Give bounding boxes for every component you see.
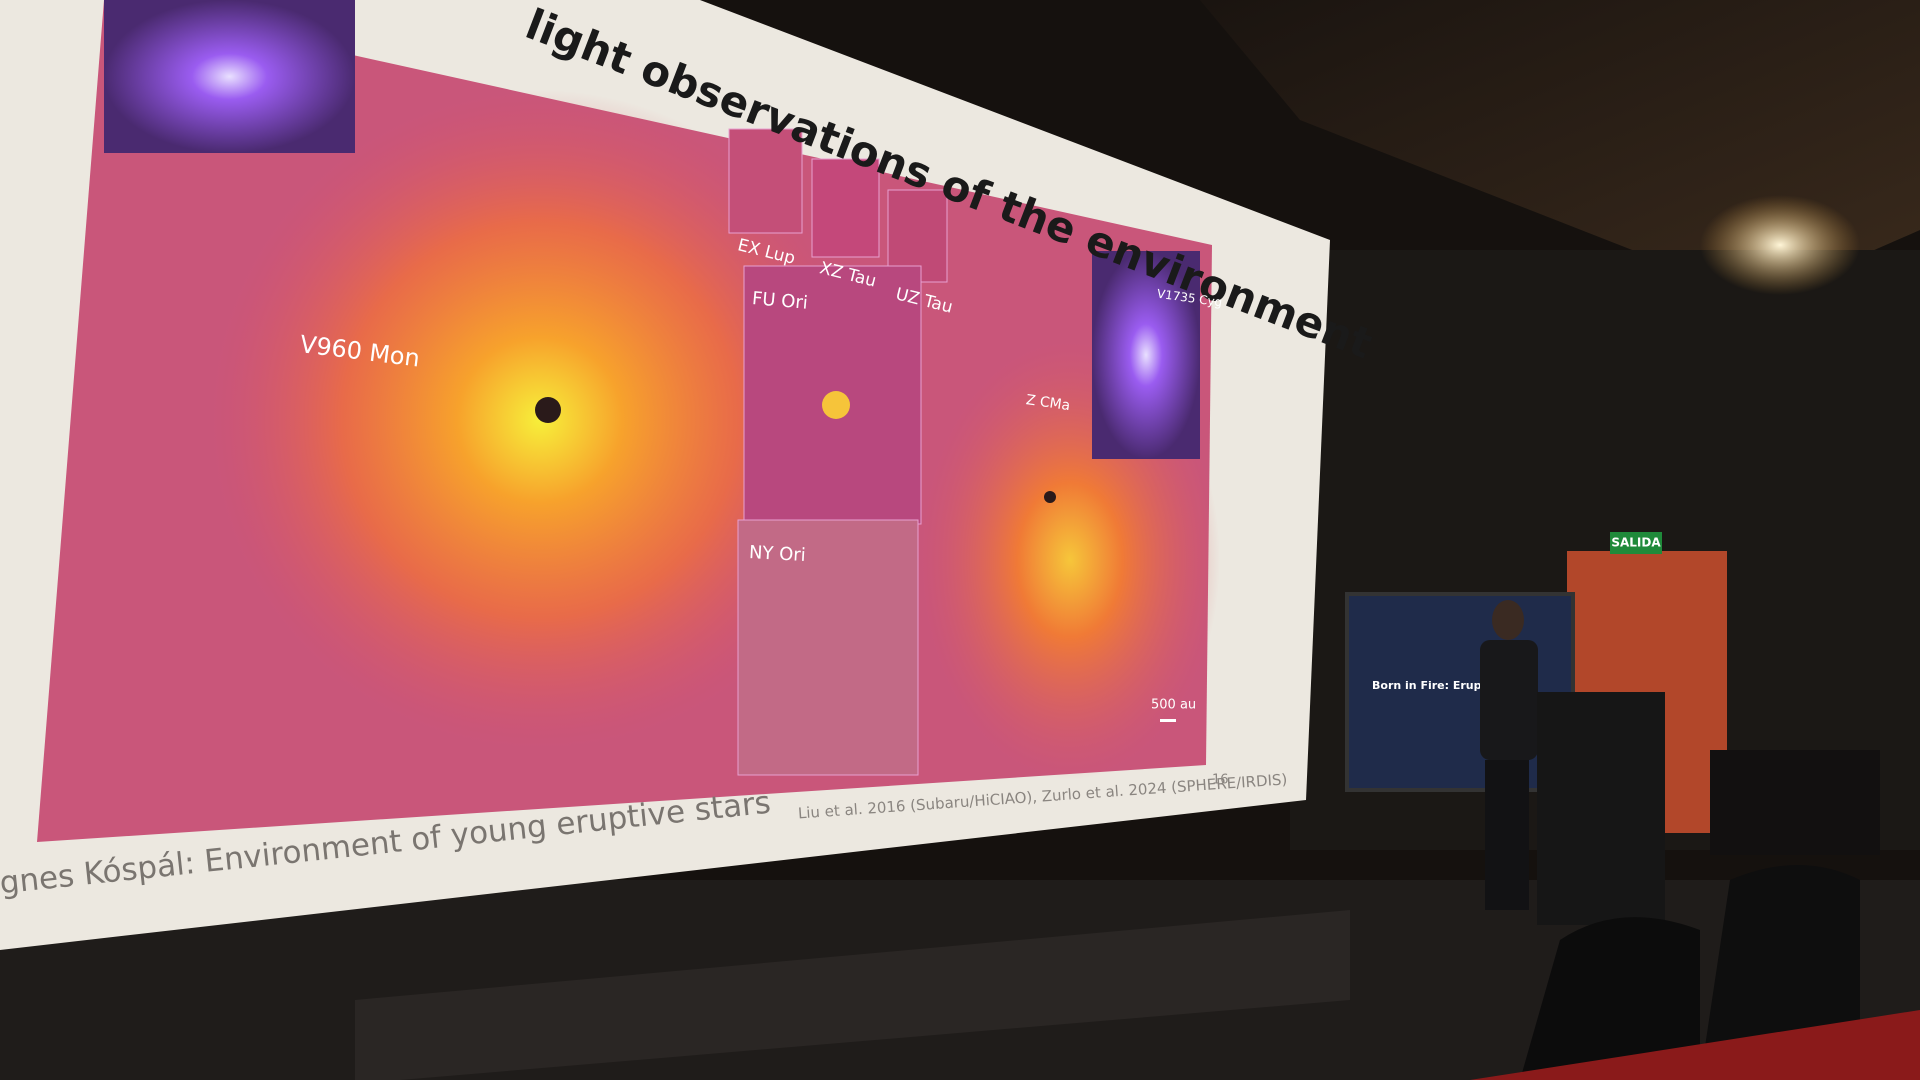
ceiling-lamp bbox=[1700, 195, 1860, 295]
chair bbox=[1520, 917, 1700, 1080]
exit-sign-text: SALIDA bbox=[1611, 536, 1661, 550]
carpet bbox=[1470, 1010, 1920, 1080]
coronagraph-mask bbox=[1044, 491, 1056, 503]
presenter-legs bbox=[1485, 760, 1529, 910]
presenter-body bbox=[1480, 640, 1538, 760]
podium bbox=[1537, 692, 1665, 925]
presenter-head bbox=[1492, 600, 1524, 640]
inset-image bbox=[104, 0, 355, 153]
monitor-title: Born in Fire: Eruptiv bbox=[1372, 679, 1499, 692]
panel-label: FU Ori bbox=[751, 288, 808, 314]
table bbox=[1710, 750, 1880, 855]
inset-image bbox=[1092, 251, 1200, 459]
coronagraph-mask bbox=[535, 397, 561, 423]
target-label: Z CMa bbox=[1025, 392, 1071, 414]
exit-sign bbox=[1610, 532, 1662, 554]
star bbox=[822, 391, 850, 419]
stage-step bbox=[355, 910, 1350, 1080]
scale-bar bbox=[1160, 719, 1176, 722]
panel-image bbox=[811, 158, 880, 258]
panel-image bbox=[737, 519, 919, 776]
panel-image bbox=[728, 128, 803, 234]
page-number: 16 bbox=[1212, 773, 1229, 788]
scale-bar-label: 500 au bbox=[1151, 698, 1196, 713]
panel-label: NY Ori bbox=[748, 542, 806, 566]
